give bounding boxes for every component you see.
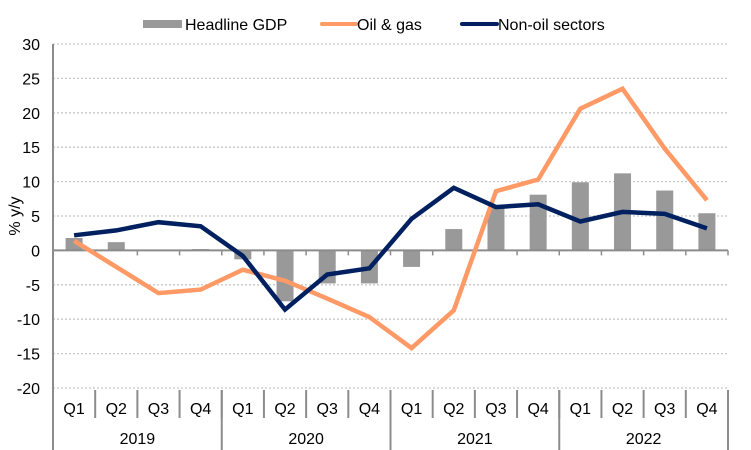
legend-item-non-oil-sectors: Non-oil sectors — [460, 17, 605, 34]
legend-label-non-oil-sectors: Non-oil sectors — [498, 17, 605, 34]
x-tick-label: Q1 — [570, 401, 591, 418]
y-tick-label: -10 — [17, 312, 40, 329]
x-tick-label: Q1 — [232, 401, 253, 418]
x-tick-label: Q2 — [612, 401, 633, 418]
y-tick-label: -5 — [26, 278, 40, 295]
x-tick-label: Q4 — [190, 401, 211, 418]
gridlines — [53, 43, 728, 389]
legend-label-headline-gdp: Headline GDP — [185, 17, 287, 34]
bar-headline-gdp — [656, 190, 674, 251]
x-group-label: 2019 — [120, 431, 156, 448]
x-group-label: 2020 — [288, 431, 324, 448]
y-tick-label: 20 — [22, 106, 40, 123]
x-axis: Q1 Q2 Q3 Q4 Q1 Q2 Q3 Q4 Q1 Q2 Q3 Q4 Q1 Q2 Q3 Q4 2019 2020… — [63, 390, 729, 450]
x-tick-label: Q3 — [317, 401, 338, 418]
x-tick-label: Q1 — [401, 401, 422, 418]
bar-headline-gdp — [403, 250, 421, 267]
x-tick-label: Q1 — [63, 401, 84, 418]
bar-headline-gdp — [107, 242, 125, 251]
bar-headline-gdp — [276, 250, 294, 302]
x-tick-label: Q2 — [274, 401, 295, 418]
bar-headline-gdp — [571, 182, 589, 251]
bar-headline-gdp — [698, 213, 716, 251]
legend-item-oil-gas: Oil & gas — [320, 17, 422, 34]
x-tick-label: Q2 — [106, 401, 127, 418]
x-tick-label: Q2 — [443, 401, 464, 418]
x-group-label: 2022 — [626, 431, 662, 448]
bar-headline-gdp — [529, 194, 547, 251]
legend-item-headline-gdp: Headline GDP — [143, 17, 287, 34]
bar-headline-gdp — [445, 229, 463, 251]
y-axis-title: % y/y — [7, 196, 24, 235]
y-tick-label: 30 — [22, 37, 40, 54]
y-tick-label: 25 — [22, 71, 40, 88]
x-tick-label: Q3 — [148, 401, 169, 418]
y-axis-ticks: 30 25 20 15 10 5 0 -5 -10 -15 -20 — [17, 37, 40, 398]
x-tick-label: Q4 — [527, 401, 548, 418]
line-non-oil-sectors — [73, 185, 708, 313]
bars-headline-gdp — [65, 173, 716, 302]
bar-headline-gdp — [487, 207, 505, 251]
x-tick-label: Q4 — [696, 401, 717, 418]
y-tick-label: 10 — [22, 175, 40, 192]
line-oil-gas — [72, 85, 709, 351]
y-tick-label: -15 — [17, 347, 40, 364]
x-tick-label: Q3 — [485, 401, 506, 418]
y-tick-label: 15 — [22, 140, 40, 157]
legend-swatch-headline-gdp — [143, 20, 182, 28]
x-tick-label: Q4 — [359, 401, 380, 418]
lines — [72, 85, 709, 351]
legend-label-oil-gas: Oil & gas — [357, 17, 422, 34]
x-tick-label: Q3 — [654, 401, 675, 418]
legend: Headline GDP Oil & gas Non-oil sectors — [143, 17, 605, 34]
y-tick-label: -20 — [17, 381, 40, 398]
x-group-label: 2021 — [457, 431, 493, 448]
y-tick-label: 5 — [31, 209, 40, 226]
y-tick-label: 0 — [31, 243, 40, 260]
